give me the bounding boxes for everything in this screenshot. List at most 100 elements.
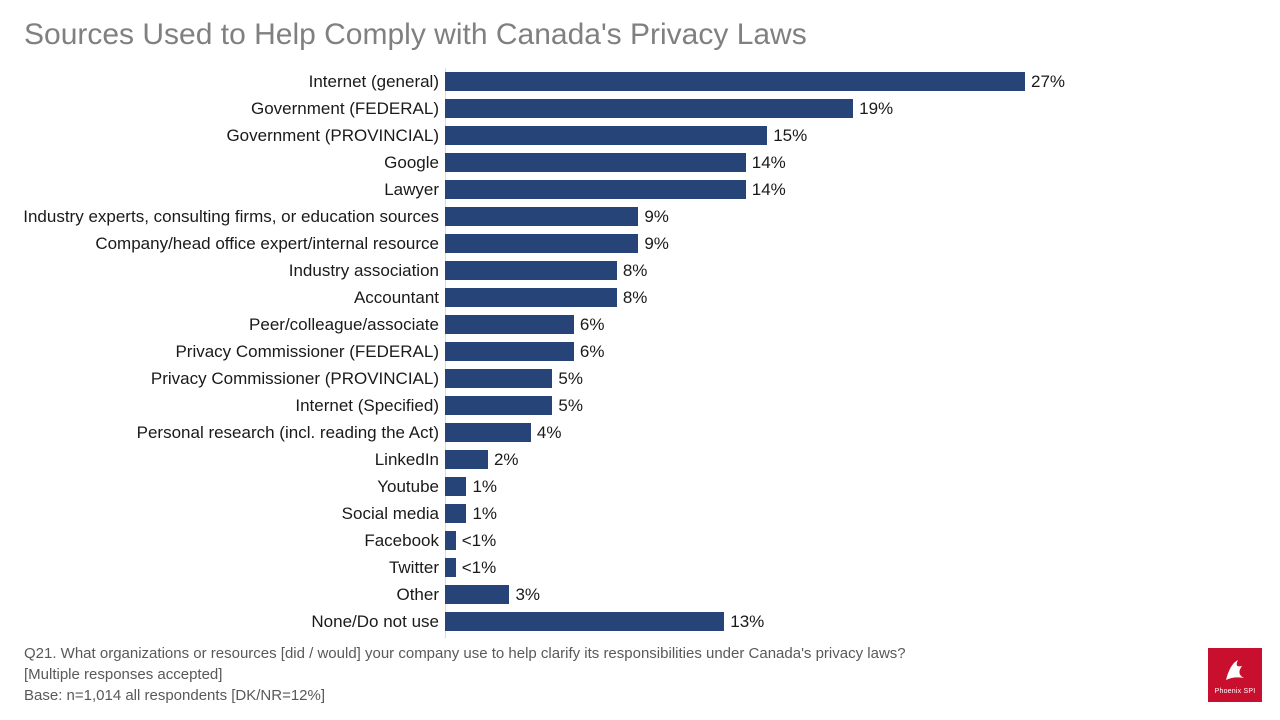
bar-track: 8% [445,284,1065,311]
phoenix-icon [1220,656,1250,686]
bar [445,180,746,199]
value-label: 1% [466,504,497,524]
value-label: 19% [853,99,893,119]
bar-track: 6% [445,338,1065,365]
bar [445,612,724,631]
bar-track: 9% [445,203,1065,230]
category-label: Accountant [0,288,445,308]
category-label: LinkedIn [0,450,445,470]
bar [445,261,617,280]
bar [445,126,767,145]
bar-track: 15% [445,122,1065,149]
bar [445,450,488,469]
bar-row: Peer/colleague/associate 6% [0,311,1100,338]
category-label: Google [0,153,445,173]
bar-track: <1% [445,527,1065,554]
bar [445,315,574,334]
bar-row: Privacy Commissioner (FEDERAL) 6% [0,338,1100,365]
bar-track: 2% [445,446,1065,473]
bar-row: Accountant 8% [0,284,1100,311]
bar-row: Industry experts, consulting firms, or e… [0,203,1100,230]
bar-track: 3% [445,581,1065,608]
category-label: Government (FEDERAL) [0,99,445,119]
bar [445,99,853,118]
bar-track: 1% [445,473,1065,500]
value-label: 8% [617,261,648,281]
bar [445,234,638,253]
value-label: 1% [466,477,497,497]
bar [445,396,552,415]
bar [445,288,617,307]
category-label: Lawyer [0,180,445,200]
category-label: Internet (general) [0,72,445,92]
footer-question: Q21. What organizations or resources [di… [24,643,906,664]
bar-row: Government (FEDERAL) 19% [0,95,1100,122]
bar-row: Government (PROVINCIAL)15% [0,122,1100,149]
value-label: 9% [638,207,669,227]
category-label: Facebook [0,531,445,551]
chart-footer: Q21. What organizations or resources [di… [24,643,906,706]
bar-track: 1% [445,500,1065,527]
category-label: Company/head office expert/internal reso… [0,234,445,254]
bar [445,72,1025,91]
bar-row: None/Do not use 13% [0,608,1100,635]
bar-row: Personal research (incl. reading the Act… [0,419,1100,446]
category-label: Industry association [0,261,445,281]
category-label: Privacy Commissioner (FEDERAL) [0,342,445,362]
chart-title: Sources Used to Help Comply with Canada'… [24,18,807,52]
bar-row: Company/head office expert/internal reso… [0,230,1100,257]
value-label: 3% [509,585,540,605]
value-label: <1% [456,531,497,551]
bar-row: Youtube1% [0,473,1100,500]
value-label: 14% [746,153,786,173]
bar-row: Google 14% [0,149,1100,176]
footer-note: [Multiple responses accepted] [24,664,906,685]
bar-track: 5% [445,392,1065,419]
bar [445,369,552,388]
bar-row: Social media 1% [0,500,1100,527]
value-label: 15% [767,126,807,146]
bar-row: LinkedIn2% [0,446,1100,473]
brand-logo: Phoenix SPI [1208,648,1262,702]
bar [445,423,531,442]
value-label: 9% [638,234,669,254]
bar-track: 4% [445,419,1065,446]
value-label: 5% [552,396,583,416]
bar-row: Facebook <1% [0,527,1100,554]
bar-track: 19% [445,95,1065,122]
category-label: Social media [0,504,445,524]
bar [445,504,466,523]
value-label: 6% [574,315,605,335]
bar [445,477,466,496]
bar [445,153,746,172]
category-label: Internet (Specified) [0,396,445,416]
bar-track: 6% [445,311,1065,338]
bar-row: Internet (Specified) 5% [0,392,1100,419]
value-label: 5% [552,369,583,389]
bar [445,207,638,226]
value-label: 27% [1025,72,1065,92]
bar-row: Twitter <1% [0,554,1100,581]
category-label: Industry experts, consulting firms, or e… [0,207,445,227]
value-label: 13% [724,612,764,632]
bar-row: Industry association 8% [0,257,1100,284]
bar-track: 14% [445,176,1065,203]
bar-track: <1% [445,554,1065,581]
value-label: <1% [456,558,497,578]
bar-row: Lawyer 14% [0,176,1100,203]
value-label: 6% [574,342,605,362]
category-label: Twitter [0,558,445,578]
category-label: Personal research (incl. reading the Act… [0,423,445,443]
value-label: 8% [617,288,648,308]
bar-row: Other3% [0,581,1100,608]
category-label: Peer/colleague/associate [0,315,445,335]
category-label: None/Do not use [0,612,445,632]
bar [445,342,574,361]
bar-track: 8% [445,257,1065,284]
bar-row: Privacy Commissioner (PROVINCIAL)5% [0,365,1100,392]
bar-track: 14% [445,149,1065,176]
value-label: 14% [746,180,786,200]
value-label: 4% [531,423,562,443]
bar-track: 5% [445,365,1065,392]
bar-track: 13% [445,608,1065,635]
